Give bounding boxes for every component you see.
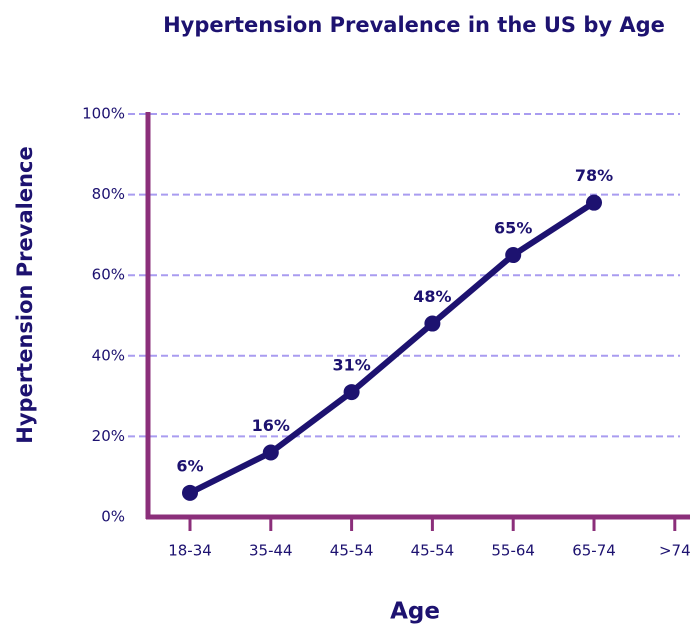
y-tick-label: 40% — [92, 346, 125, 364]
y-axis-label: Hypertension Prevalence — [13, 146, 37, 443]
point — [343, 384, 360, 401]
point — [262, 444, 279, 461]
x-tick-label: 65-74 — [572, 542, 616, 560]
value-label: 31% — [332, 356, 370, 375]
chart-title: Hypertension Prevalence in the US by Age — [163, 13, 665, 37]
value-label: 16% — [252, 416, 290, 435]
line — [188, 200, 596, 496]
y-tick-label: 80% — [92, 185, 125, 203]
value-label: 6% — [176, 456, 203, 475]
x-tick-label: 45-54 — [411, 542, 455, 560]
y-tick-label: 20% — [92, 427, 125, 445]
x-tick-label: 45-54 — [330, 542, 374, 560]
y-tick-label: 60% — [92, 266, 125, 284]
x-tick-label: 18-34 — [168, 542, 212, 560]
y-tick-label: 100% — [82, 105, 125, 123]
x-axis-label: Age — [390, 599, 440, 625]
point — [586, 194, 602, 211]
point — [505, 247, 522, 264]
x-tick-label: 35-44 — [249, 542, 293, 560]
point — [424, 315, 441, 332]
x-tick-label: >74 — [659, 542, 691, 560]
point — [182, 484, 198, 501]
value-label: 65% — [494, 219, 532, 238]
value-label: 48% — [413, 287, 451, 306]
y-tick-label: 0% — [101, 508, 125, 526]
x-tick-label: 55-64 — [491, 542, 535, 560]
value-label: 78% — [575, 166, 613, 185]
